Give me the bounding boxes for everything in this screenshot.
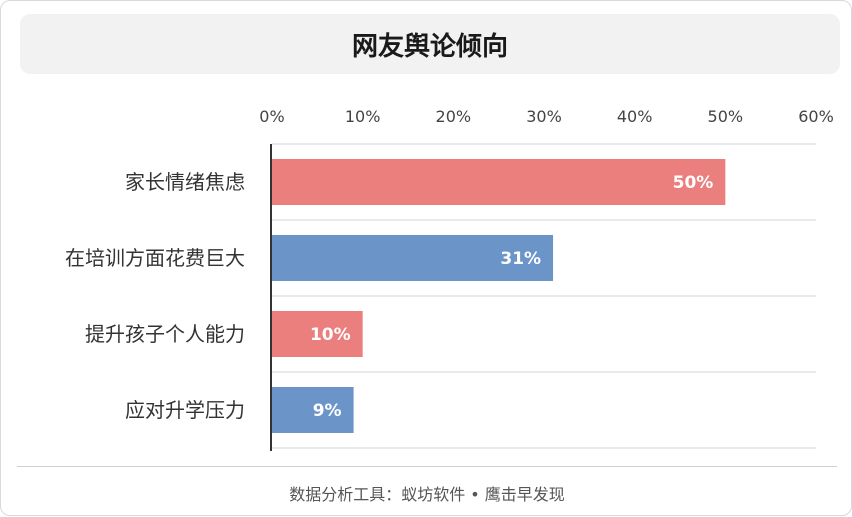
bar	[272, 235, 554, 281]
x-tick-label: 30%	[526, 107, 562, 126]
x-tick-label: 40%	[617, 107, 653, 126]
chart-title: 网友舆论倾向	[351, 31, 508, 62]
category-label: 应对升学压力	[125, 398, 245, 422]
data-label: 50%	[673, 173, 714, 193]
bar	[272, 387, 354, 433]
x-tick-label: 50%	[708, 107, 744, 126]
title-bar: 网友舆论倾向	[20, 14, 840, 74]
bar	[272, 311, 363, 357]
x-tick-label: 20%	[436, 107, 472, 126]
data-label: 10%	[310, 325, 351, 345]
data-label: 9%	[313, 401, 342, 421]
category-label: 家长情绪焦虑	[125, 170, 245, 194]
footer-source: 数据分析工具：蚁坊软件 • 鹰击早发现	[289, 485, 565, 504]
x-tick-label: 60%	[798, 107, 834, 126]
data-label: 31%	[500, 249, 541, 269]
x-tick-label: 10%	[345, 107, 381, 126]
footer-divider	[17, 466, 837, 467]
x-tick-label: 0%	[259, 107, 284, 126]
category-label: 在培训方面花费巨大	[65, 246, 245, 270]
bar	[272, 159, 726, 205]
category-label: 提升孩子个人能力	[85, 322, 245, 346]
